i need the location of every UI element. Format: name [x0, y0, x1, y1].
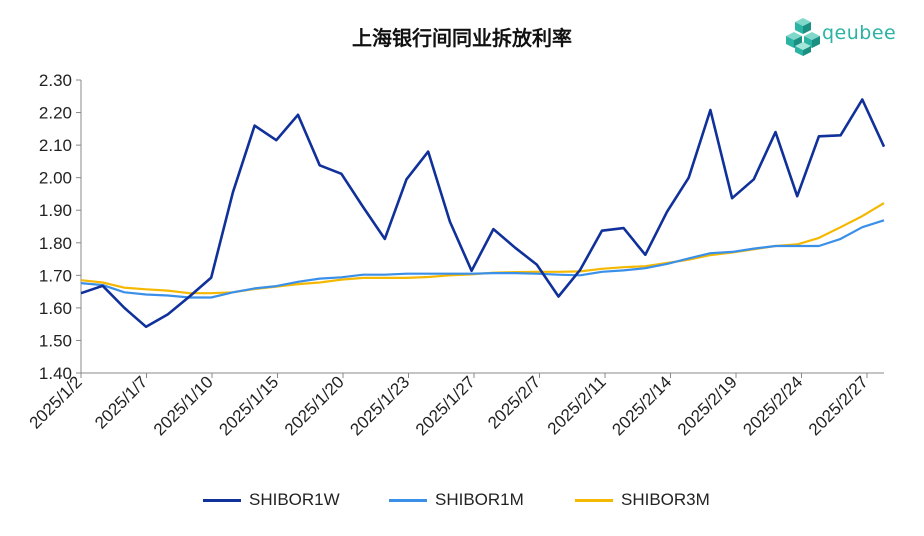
legend-swatch-shibor1w — [203, 498, 241, 502]
x-tick-label: 2025/2/27 — [805, 372, 872, 439]
legend-label-shibor1w: SHIBOR1W — [249, 490, 340, 509]
x-tick-label: 2025/1/20 — [281, 372, 348, 439]
y-tick-label: 1.50 — [39, 331, 72, 350]
series-line-shibor1w — [80, 98, 886, 329]
x-tick-label: 2025/2/24 — [739, 372, 806, 439]
y-tick-labels: 1.40 1.50 1.60 1.70 1.80 1.90 2.00 2.10 2.20 2.30 — [39, 71, 72, 383]
x-tick-label: 2025/1/10 — [150, 372, 217, 439]
x-tick-label: 2025/2/11 — [544, 372, 610, 438]
y-tick-label: 1.80 — [39, 234, 72, 253]
logo-text: qeubee — [822, 22, 897, 44]
legend-item-shibor1m: SHIBOR1M — [389, 490, 524, 510]
x-tick-label: 2025/1/23 — [346, 372, 413, 439]
legend-item-shibor1w: SHIBOR1W — [203, 490, 340, 510]
x-tick-labels: 2025/1/2 2025/1/72025/1/102025/1/152025/1… — [26, 372, 872, 439]
y-tick-label: 2.10 — [39, 136, 72, 155]
x-tick-label: 2025/1/27 — [412, 372, 479, 439]
legend-item-shibor3m: SHIBOR3M — [575, 490, 710, 510]
legend-label-shibor3m: SHIBOR3M — [621, 490, 710, 509]
axes — [76, 79, 884, 378]
legend-label-shibor1m: SHIBOR1M — [435, 490, 524, 509]
x-tick-label: 2025/1/15 — [215, 372, 282, 439]
y-tick-label: 2.00 — [39, 169, 72, 188]
y-tick-label: 2.20 — [39, 104, 72, 123]
legend: SHIBOR1W SHIBOR1M SHIBOR3M — [0, 490, 924, 514]
y-tick-label: 1.60 — [39, 299, 72, 318]
y-tick-label: 1.40 — [39, 364, 72, 383]
cube-cluster-icon — [786, 18, 820, 56]
x-tick-label: 2025/2/19 — [674, 372, 741, 439]
x-tick-label: 2025/2/7 — [484, 372, 544, 432]
chart-title: 上海银行间同业拆放利率 — [352, 26, 572, 50]
y-tick-label: 1.90 — [39, 201, 72, 220]
series-lines — [80, 98, 886, 329]
x-tick-label: 2025/2/14 — [608, 372, 675, 439]
legend-swatch-shibor1m — [389, 498, 427, 502]
series-line-shibor1m — [80, 219, 885, 299]
y-tick-label: 2.30 — [39, 71, 72, 90]
x-tick-label: 2025/1/7 — [91, 372, 151, 432]
legend-swatch-shibor3m — [575, 498, 613, 502]
y-tick-label: 1.70 — [39, 266, 72, 285]
logo: qeubee — [786, 16, 906, 56]
